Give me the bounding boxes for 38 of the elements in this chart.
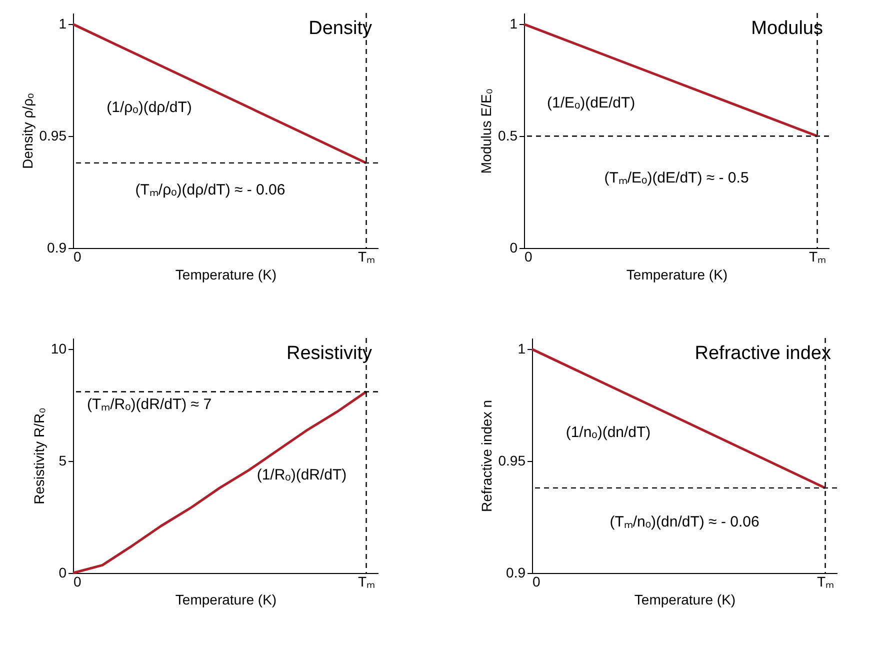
x-axis-title: Temperature (K) — [634, 592, 736, 608]
annotation: (1/nₒ)(dn/dT) — [566, 424, 651, 441]
x-tick-label: 0 — [532, 574, 540, 590]
y-tick-label: 0.95 — [39, 128, 67, 144]
x-axis-title: Temperature (K) — [175, 592, 277, 608]
chart-title: Refractive index — [694, 343, 832, 364]
annotation: (Tₘ/nₒ)(dn/dT) ≈ - 0.06 — [610, 513, 760, 530]
annotation: (Tₘ/Rₒ)(dR/dT) ≈ 7 — [86, 396, 212, 413]
y-axis-title: Resistivity R/R₀ — [30, 407, 47, 504]
annotation: (Tₘ/Eₒ)(dE/dT) ≈ - 0.5 — [604, 170, 749, 186]
annotation: (1/ρₒ)(dρ/dT) — [106, 99, 192, 116]
chart-title: Resistivity — [286, 343, 372, 364]
y-tick-label: 0.95 — [498, 452, 526, 469]
y-tick-label: 0.9 — [506, 564, 526, 580]
y-axis-title: Refractive index n — [478, 400, 494, 512]
x-tick-label: Tₘ — [816, 574, 835, 590]
line-series — [72, 390, 368, 574]
y-tick-label: 1 — [58, 16, 67, 32]
y-axis-title: Density ρ/ρₒ — [19, 93, 36, 169]
x-tick-label: Tₘ — [358, 574, 376, 590]
y-tick-label: 10 — [50, 340, 67, 357]
y-tick-label: 5 — [58, 452, 67, 469]
y-tick-label: 0.9 — [47, 240, 67, 256]
y-tick-label: 1 — [510, 16, 518, 32]
x-tick-label: Tₘ — [358, 248, 376, 264]
x-tick-label: 0 — [74, 248, 82, 264]
chart-title: Modulus — [751, 18, 823, 39]
y-tick-label: 0.5 — [498, 128, 518, 144]
y-tick-label: 1 — [518, 340, 526, 357]
annotation: (1/Rₒ)(dR/dT) — [256, 466, 347, 484]
annotation: (1/Eₒ)(dE/dT) — [547, 94, 636, 112]
x-tick-label: Tₘ — [808, 248, 827, 264]
annotation: (Tₘ/ρₒ)(dρ/dT) ≈ - 0.06 — [135, 181, 286, 198]
chart-title: Density — [308, 18, 372, 39]
x-axis-title: Temperature (K) — [626, 266, 728, 282]
x-axis-title: Temperature (K) — [175, 266, 277, 282]
x-tick-label: 0 — [74, 574, 82, 590]
y-axis-title: Modulus E/E₀ — [478, 88, 494, 174]
